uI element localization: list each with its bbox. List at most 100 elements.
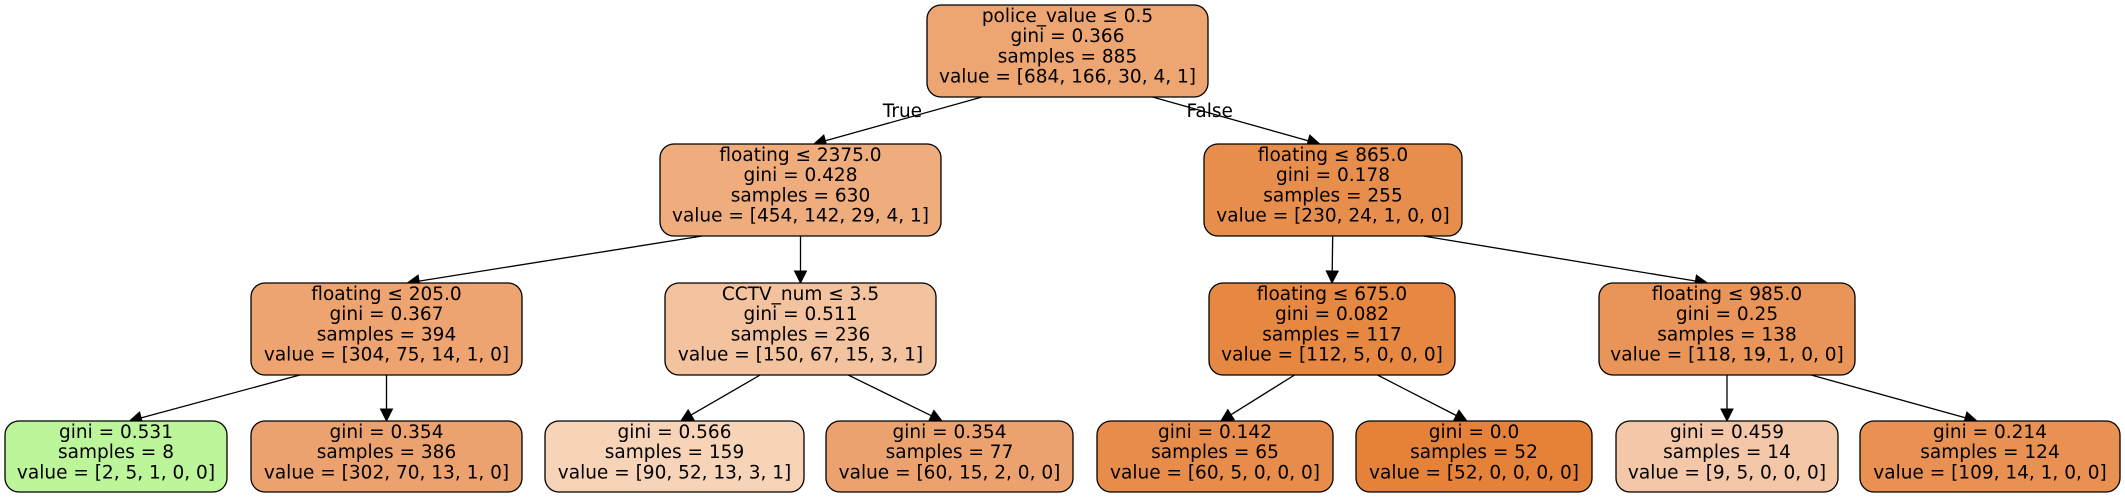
node-split-condition-text: floating ≤ 675.0	[1257, 284, 1407, 305]
node-box	[1096, 420, 1334, 493]
node-gini-text: gini = 0.354	[330, 422, 444, 443]
node-gini-text: gini = 0.082	[1275, 304, 1389, 325]
arrowhead-icon	[379, 408, 394, 423]
node-value-text: value = [52, 0, 0, 0, 0]	[1369, 462, 1579, 483]
node-gini-text: gini = 0.142	[1158, 422, 1272, 443]
edge-n0-n2: False	[1152, 96, 1321, 148]
node-samples-text: samples = 65	[1151, 442, 1279, 463]
node-gini-text: gini = 0.367	[330, 304, 444, 325]
node-split-condition-text: floating ≤ 985.0	[1652, 284, 1802, 305]
edge-label-true: True	[882, 101, 922, 122]
node-box	[1859, 420, 2121, 493]
node-samples-text: samples = 77	[886, 442, 1014, 463]
node-gini-text: gini = 0.0	[1429, 422, 1519, 443]
node-value-text: value = [150, 67, 15, 3, 1]	[678, 345, 923, 366]
node-box	[825, 420, 1074, 493]
node-split-condition-text: floating ≤ 2375.0	[719, 145, 881, 166]
edge-line	[1230, 374, 1295, 416]
node-box	[250, 420, 523, 493]
node-gini-text: gini = 0.25	[1676, 304, 1778, 325]
node-gini-text: gini = 0.511	[744, 304, 858, 325]
node-value-text: value = [109, 14, 1, 0, 0]	[1873, 462, 2106, 483]
edge-n3-n8	[379, 375, 394, 423]
node-gini-text: gini = 0.214	[1933, 422, 2047, 443]
node-samples-text: samples = 885	[998, 46, 1137, 67]
node-value-text: value = [60, 15, 2, 0, 0]	[839, 462, 1061, 483]
node-value-text: value = [9, 5, 0, 0, 0]	[1628, 462, 1826, 483]
node-box	[926, 4, 1209, 98]
node-samples-text: samples = 138	[1657, 324, 1796, 345]
node-value-text: value = [230, 24, 1, 0, 0]	[1216, 206, 1449, 227]
node-value-text: value = [118, 19, 1, 0, 0]	[1610, 345, 1843, 366]
node-samples-text: samples = 159	[605, 442, 744, 463]
arrowhead-icon	[793, 270, 808, 285]
arrowhead-icon	[679, 408, 696, 422]
node-box	[1355, 420, 1593, 493]
node-value-text: value = [684, 166, 30, 4, 1]	[939, 67, 1196, 88]
node-box	[1203, 143, 1463, 237]
node-gini-text: gini = 0.354	[893, 422, 1007, 443]
node-gini-text: gini = 0.428	[744, 165, 858, 186]
arrowhead-icon	[1219, 408, 1236, 422]
node-gini-text: gini = 0.566	[618, 422, 732, 443]
node-box	[4, 420, 228, 493]
node-box	[1208, 282, 1456, 376]
node-samples-text: samples = 394	[317, 324, 456, 345]
edge-n6-n13	[1720, 375, 1734, 423]
node-split-condition-text: floating ≤ 205.0	[311, 284, 461, 305]
edge-line	[1810, 374, 1966, 419]
node-samples-text: samples = 255	[1263, 185, 1402, 206]
node-value-text: value = [60, 5, 0, 0, 0]	[1110, 462, 1320, 483]
node-samples-text: samples = 14	[1663, 442, 1791, 463]
node-box	[659, 143, 942, 237]
node-value-text: value = [2, 5, 1, 0, 0]	[17, 462, 215, 483]
node-split-condition-text: floating ≤ 865.0	[1258, 145, 1408, 166]
node-box	[1615, 420, 1839, 493]
edge-n4-n10	[847, 374, 944, 422]
node-samples-text: samples = 236	[731, 324, 870, 345]
arrowhead-icon	[1720, 408, 1734, 423]
node-gini-text: gini = 0.366	[1011, 26, 1125, 47]
edge-n2-n5	[1325, 235, 1340, 285]
node-split-condition-text: CCTV_num ≤ 3.5	[722, 284, 879, 305]
arrowhead-icon	[1325, 270, 1340, 285]
node-samples-text: samples = 8	[58, 442, 174, 463]
edge-line	[418, 235, 703, 282]
edge-n1-n4	[793, 236, 808, 285]
edge-n1-n3	[406, 235, 703, 288]
edge-n3-n7	[128, 374, 301, 425]
edge-line	[847, 374, 932, 417]
edge-line	[1152, 96, 1309, 142]
edge-label-false: False	[1186, 101, 1232, 122]
node-samples-text: samples = 630	[731, 185, 870, 206]
node-gini-text: gini = 0.459	[1670, 422, 1784, 443]
node-gini-text: gini = 0.178	[1276, 165, 1390, 186]
edge-n2-n6	[1423, 235, 1709, 288]
node-samples-text: samples = 52	[1410, 442, 1538, 463]
node-value-text: value = [302, 70, 13, 1, 0]	[264, 462, 509, 483]
node-box	[250, 282, 523, 376]
node-box	[544, 420, 805, 493]
node-box	[1598, 282, 1856, 376]
node-value-text: value = [112, 5, 0, 0, 0]	[1221, 345, 1443, 366]
edge-n0-n1: True	[812, 96, 983, 148]
node-samples-text: samples = 124	[1920, 442, 2059, 463]
edges-layer: True False	[128, 96, 1978, 425]
node-gini-text: gini = 0.531	[59, 422, 173, 443]
node-value-text: value = [304, 75, 14, 1, 0]	[264, 345, 509, 366]
edge-line	[140, 374, 301, 419]
edge-line	[1377, 374, 1457, 417]
edge-line	[690, 374, 761, 416]
